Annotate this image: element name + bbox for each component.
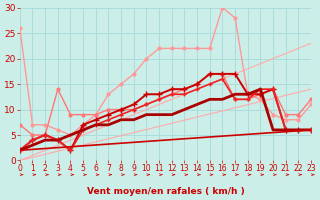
X-axis label: Vent moyen/en rafales ( km/h ): Vent moyen/en rafales ( km/h ): [86, 187, 244, 196]
